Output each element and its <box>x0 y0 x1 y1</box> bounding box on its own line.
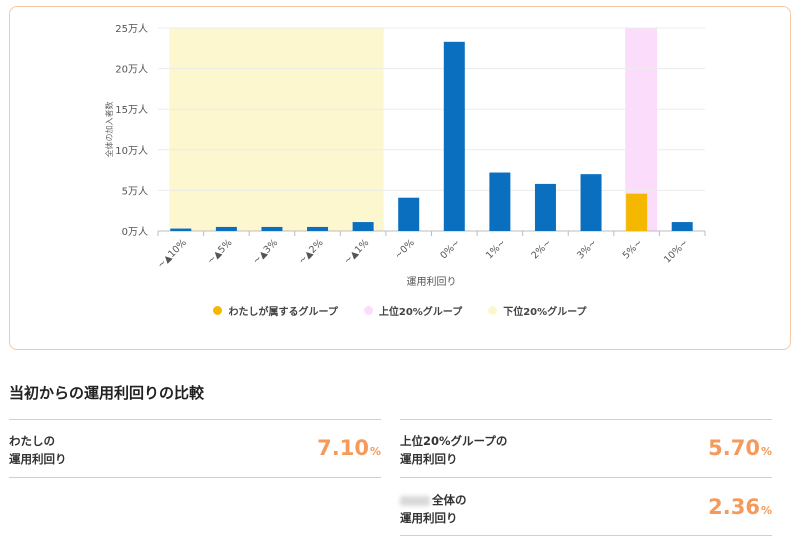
percent-unit: % <box>760 504 772 517</box>
bar-6 <box>443 41 465 231</box>
y-tick-label: 0万人 <box>122 226 148 238</box>
x-tick-label: 2%~ <box>530 237 554 261</box>
bar-2 <box>261 226 283 231</box>
x-tick-label: ~▲3% <box>251 237 280 266</box>
x-tick-label: 1%~ <box>484 237 508 261</box>
divider <box>400 419 772 420</box>
bar-3 <box>307 226 329 231</box>
legend-dot-icon <box>363 306 373 315</box>
bar-5 <box>398 197 420 231</box>
x-axis-label: 運用利回り <box>407 276 457 288</box>
highlight-band-0 <box>169 28 384 231</box>
mine-value: 7.10% <box>317 436 381 460</box>
divider <box>400 535 772 536</box>
top20-value-number: 5.70 <box>708 436 760 460</box>
percent-unit: % <box>760 445 772 458</box>
divider <box>9 477 381 478</box>
overall-label-line1: 全体の <box>400 491 467 509</box>
legend-item-mine: わたしが属するグループ <box>213 303 338 318</box>
mine-value-number: 7.10 <box>317 436 369 460</box>
mine-label-line2: 運用利回り <box>9 452 67 466</box>
x-tick-label: ~▲1% <box>342 237 371 266</box>
bar-0 <box>170 228 192 231</box>
bar-10 <box>626 193 648 231</box>
bar-8 <box>534 183 556 231</box>
top20-label: 上位20%グループの 運用利回り <box>400 432 507 468</box>
legend-item-top20: 上位20%グループ <box>363 303 463 318</box>
chart-card <box>9 6 791 350</box>
bar-9 <box>580 174 602 231</box>
y-tick-label: 20万人 <box>115 64 148 76</box>
legend-dot-icon <box>213 306 223 315</box>
blurred-name <box>400 495 430 506</box>
top20-label-line2: 運用利回り <box>400 452 458 466</box>
bar-4 <box>352 222 374 231</box>
overall-value-number: 2.36 <box>708 495 760 519</box>
x-tick-label: 10%~ <box>662 237 690 265</box>
comparison-title: 当初からの運用利回りの比較 <box>9 384 205 402</box>
top20-label-line1: 上位20%グループの <box>400 434 508 448</box>
bar-11 <box>671 222 693 231</box>
divider <box>9 419 381 420</box>
legend-item-bottom20: 下位20%グループ <box>488 303 587 318</box>
y-tick-label: 15万人 <box>115 104 148 116</box>
overall-label-line2: 運用利回り <box>400 511 458 525</box>
legend-label: わたしが属するグループ <box>228 307 338 318</box>
percent-unit: % <box>369 445 381 458</box>
chart-legend: わたしが属するグループ 上位20%グループ 下位20%グループ <box>0 303 800 318</box>
x-tick-label: 0%~ <box>438 237 462 261</box>
top20-value: 5.70% <box>708 436 772 460</box>
y-tick-label: 10万人 <box>115 145 148 157</box>
x-tick-label: ~▲10% <box>155 237 189 271</box>
x-tick-label: 5%~ <box>621 237 645 261</box>
y-tick-label: 5万人 <box>122 185 148 197</box>
x-tick-label: ~▲5% <box>205 237 234 266</box>
x-tick-label: 3%~ <box>575 237 599 261</box>
mine-label-line1: わたしの <box>9 434 55 448</box>
x-tick-label: ~▲2% <box>296 237 325 266</box>
bar-7 <box>489 172 511 231</box>
x-tick-label: ~0% <box>393 237 417 261</box>
mine-label: わたしの 運用利回り <box>9 432 67 468</box>
legend-label: 下位20%グループ <box>503 307 587 318</box>
overall-value: 2.36% <box>708 495 772 519</box>
y-tick-label: 25万人 <box>115 23 148 35</box>
legend-dot-icon <box>488 306 498 315</box>
y-axis-label: 全体の加入者数 <box>104 102 114 158</box>
divider <box>400 477 772 478</box>
overall-label: 全体の 運用利回り <box>400 491 467 527</box>
legend-label: 上位20%グループ <box>378 307 463 318</box>
bar-1 <box>215 226 237 231</box>
